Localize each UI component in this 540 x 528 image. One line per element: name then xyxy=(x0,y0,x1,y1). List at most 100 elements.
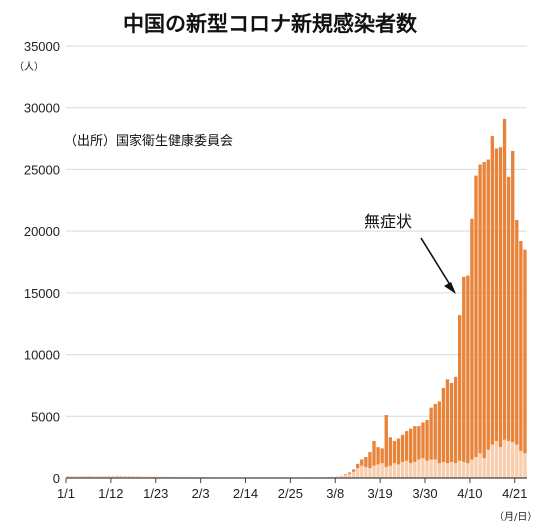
bar-asymptomatic xyxy=(474,175,478,458)
bar-asymptomatic xyxy=(445,379,450,464)
bar-symptomatic xyxy=(478,453,482,478)
bar-asymptomatic xyxy=(409,428,413,464)
bar-asymptomatic xyxy=(364,457,368,467)
bar-asymptomatic xyxy=(502,118,507,440)
bar-symptomatic xyxy=(139,476,144,478)
bar-asymptomatic xyxy=(506,176,511,441)
bar-symptomatic xyxy=(115,475,119,478)
bar-symptomatic xyxy=(376,464,380,478)
y-tick-label: 30000 xyxy=(24,101,60,116)
bar-symptomatic xyxy=(462,461,466,478)
x-axis: 1/1 1/12 1/23 2/3 2/14 2/25 3/8 3/19 3/30 4/10 4/2… xyxy=(57,477,527,501)
bar-asymptomatic xyxy=(425,419,429,461)
bar-symptomatic xyxy=(466,463,470,478)
bar-symptomatic xyxy=(111,475,115,478)
bar-symptomatic xyxy=(160,476,164,478)
bar-symptomatic xyxy=(409,463,413,478)
bar-symptomatic xyxy=(392,463,397,478)
bar-symptomatic xyxy=(94,476,99,478)
bar-asymptomatic xyxy=(482,162,486,459)
bar-symptomatic xyxy=(380,463,384,478)
bar-symptomatic xyxy=(99,476,103,478)
bar-symptomatic xyxy=(343,474,348,478)
bar-symptomatic xyxy=(135,476,140,478)
y-tick-label: 0 xyxy=(53,471,60,486)
bar-asymptomatic xyxy=(384,415,388,467)
bar-asymptomatic xyxy=(421,422,425,459)
bar-symptomatic xyxy=(356,468,360,478)
x-tick-label: 4/21 xyxy=(502,486,527,501)
bar-asymptomatic xyxy=(515,220,519,445)
bar-symptomatic xyxy=(347,473,352,478)
bar-asymptomatic xyxy=(519,241,523,451)
bar-symptomatic xyxy=(486,449,490,478)
bar-symptomatic xyxy=(498,447,503,478)
x-tick-label: 3/8 xyxy=(326,486,344,501)
x-tick-label: 2/25 xyxy=(278,486,303,501)
bar-symptomatic xyxy=(156,476,160,478)
bar-symptomatic xyxy=(90,476,95,478)
bar-symptomatic xyxy=(351,471,356,478)
bar-asymptomatic xyxy=(486,159,490,450)
bar-asymptomatic xyxy=(494,148,499,441)
arrow-head-icon xyxy=(444,282,456,294)
x-tick-label: 4/10 xyxy=(457,486,482,501)
x-tick-label: 2/3 xyxy=(192,486,210,501)
bar-symptomatic xyxy=(449,461,454,478)
bar-symptomatic xyxy=(364,466,368,478)
bar-symptomatic xyxy=(494,440,499,478)
bar-symptomatic xyxy=(421,458,425,478)
bar-asymptomatic xyxy=(490,136,494,445)
bar-symptomatic xyxy=(413,461,417,478)
bar-symptomatic xyxy=(437,463,441,478)
bar-asymptomatic xyxy=(458,315,462,461)
bar-asymptomatic xyxy=(462,276,466,462)
bar-symptomatic xyxy=(335,476,339,478)
bar-asymptomatic xyxy=(396,438,401,465)
bar-symptomatic xyxy=(519,450,523,478)
y-tick-label: 20000 xyxy=(24,224,60,239)
bar-symptomatic xyxy=(152,476,156,478)
bar-symptomatic xyxy=(127,476,131,478)
bar-symptomatic xyxy=(417,459,421,478)
bar-symptomatic xyxy=(388,465,393,478)
annotation-arrow xyxy=(420,237,453,289)
bar-asymptomatic xyxy=(356,463,360,469)
bar-asymptomatic xyxy=(388,437,393,466)
bar-asymptomatic xyxy=(466,275,470,464)
bar-symptomatic xyxy=(404,460,409,478)
x-tick-label: 1/12 xyxy=(98,486,123,501)
x-tick-label: 1/1 xyxy=(57,486,75,501)
bar-symptomatic xyxy=(523,453,527,478)
source-note: （出所）国家衛生健康委員会 xyxy=(64,133,233,149)
bar-symptomatic xyxy=(445,463,450,478)
bar-asymptomatic xyxy=(368,452,372,469)
bar-symptomatic xyxy=(474,457,478,478)
bar-asymptomatic xyxy=(347,472,352,474)
y-tick-label: 35000 xyxy=(24,39,60,54)
bar-asymptomatic xyxy=(376,447,380,465)
bar-asymptomatic xyxy=(351,469,356,472)
bar-symptomatic xyxy=(360,465,364,478)
y-axis: 0 5000 10000 15000 20000 25000 30000 35000 xyxy=(24,39,60,486)
bar-symptomatic xyxy=(425,460,429,478)
bar-asymptomatic xyxy=(417,426,421,460)
y-tick-label: 5000 xyxy=(31,409,60,424)
bar-symptomatic xyxy=(107,475,111,478)
bar-symptomatic xyxy=(331,476,335,478)
bar-symptomatic xyxy=(143,476,148,478)
annotation-label: 無症状 xyxy=(364,212,412,231)
bar-asymptomatic xyxy=(498,147,503,448)
bar-symptomatic xyxy=(490,444,494,478)
x-tick-label: 2/14 xyxy=(233,486,258,501)
bar-symptomatic xyxy=(453,463,458,478)
y-tick-label: 15000 xyxy=(24,286,60,301)
bar-symptomatic xyxy=(147,476,152,478)
bar-symptomatic xyxy=(74,476,78,478)
bar-symptomatic xyxy=(429,459,433,478)
bar-asymptomatic xyxy=(372,440,376,466)
bar-asymptomatic xyxy=(343,474,348,475)
chart-title: 中国の新型コロナ新規感染者数 xyxy=(123,12,418,36)
gridlines xyxy=(66,45,527,417)
bar-symptomatic xyxy=(372,465,376,478)
